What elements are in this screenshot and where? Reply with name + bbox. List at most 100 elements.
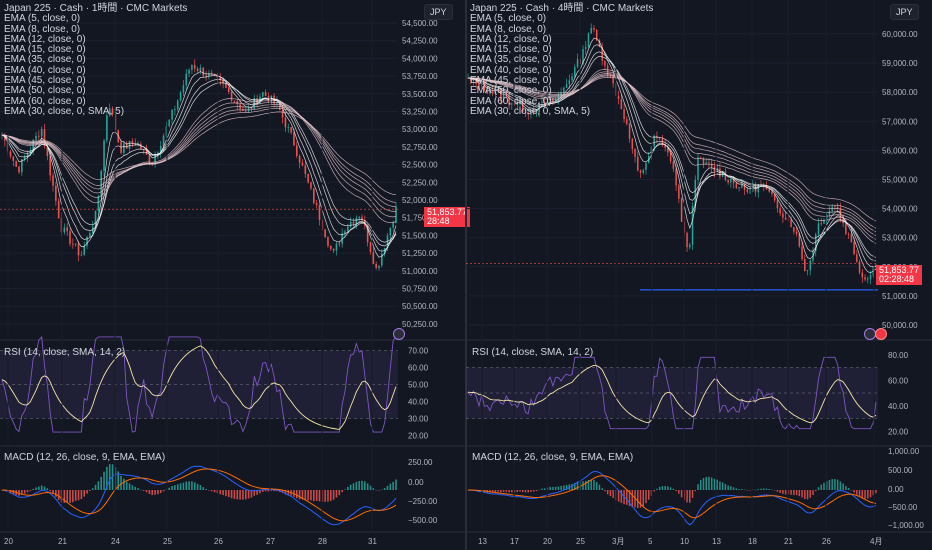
ema-label[interactable]: EMA (50, close, 0) [4, 85, 86, 97]
candle-body [658, 137, 661, 139]
lightning-icon[interactable] [393, 328, 405, 340]
pane-divider[interactable] [465, 0, 467, 550]
candle-body [478, 83, 480, 90]
rsi-title-4h[interactable]: RSI (14, close, SMA, 14, 2) [472, 347, 594, 358]
macd-histogram-bar [743, 489, 746, 491]
candle-body [100, 170, 103, 197]
candle-body [691, 205, 694, 245]
ema-label[interactable]: EMA (60, close, 0) [470, 95, 552, 107]
macd-histogram-bar [140, 489, 142, 491]
ema-line [467, 71, 877, 240]
candle-body [361, 216, 363, 221]
macd-histogram-bar [713, 478, 716, 490]
candle-body [571, 76, 573, 81]
candle-body [38, 135, 40, 137]
macd-histogram-bar [524, 490, 527, 493]
candle-body [568, 80, 571, 85]
chart-panel-4h[interactable]: 60,000.00 59,000.00 58,000.00 57,000.00 56,0… [466, 0, 932, 550]
price-tick-label: 52,750.00 [402, 143, 438, 152]
macd-histogram-bar [765, 488, 768, 490]
chart-title-1h[interactable]: Japan 225 · Cash · 1時間 · CMC Markets [4, 3, 188, 14]
ema-label[interactable]: EMA (15, close, 0) [4, 44, 86, 56]
chart-title-4h[interactable]: Japan 225 · Cash · 4時間 · CMC Markets [470, 3, 654, 14]
ema-label[interactable]: EMA (40, close, 0) [470, 64, 552, 76]
candle-body [834, 206, 836, 208]
candle-body [179, 92, 182, 101]
currency-button-1h[interactable]: JPY [424, 4, 453, 20]
candle-body [612, 75, 614, 84]
candle-body [80, 254, 83, 256]
candle-body [680, 198, 683, 222]
ema-label[interactable]: EMA (30, close, 0, SMA, 5) [4, 105, 125, 117]
macd-histogram-bar [790, 490, 792, 495]
macd-histogram-bar [335, 490, 338, 498]
ema-label[interactable]: EMA (30, close, 0, SMA, 5) [470, 105, 591, 117]
ema-label[interactable]: EMA (45, close, 0) [470, 75, 552, 87]
rsi-title-1h[interactable]: RSI (14, close, SMA, 14, 2) [4, 347, 126, 358]
ema-label[interactable]: EMA (8, close, 0) [4, 23, 81, 35]
macd-histogram-bar [259, 490, 261, 494]
time-label: 18 [748, 537, 757, 546]
rsi-tick-label: 20.00 [888, 427, 909, 436]
macd-histogram-bar [628, 490, 631, 507]
ema-label[interactable]: EMA (5, close, 0) [4, 13, 81, 25]
ema-label[interactable]: EMA (50, close, 0) [470, 85, 552, 97]
ema-label[interactable]: EMA (8, close, 0) [470, 23, 547, 35]
ema-label[interactable]: EMA (5, close, 0) [470, 13, 547, 25]
macd-histogram-bar [489, 490, 491, 493]
ema-label[interactable]: EMA (15, close, 0) [470, 44, 552, 56]
ema-label[interactable]: EMA (12, close, 0) [470, 33, 552, 45]
macd-histogram-bar [620, 490, 623, 503]
macd-histogram-bar [386, 485, 389, 490]
ema-label[interactable]: EMA (45, close, 0) [4, 75, 86, 87]
currency-button-4h[interactable]: JPY [890, 4, 919, 20]
macd-histogram-bar [861, 490, 864, 499]
macd-histogram-bar [672, 488, 675, 490]
alert-icon[interactable] [875, 328, 887, 340]
macd-histogram-bar [216, 490, 219, 494]
macd-histogram-bar [584, 480, 587, 490]
macd-title-1h[interactable]: MACD (12, 26, close, 9, EMA, EMA) [4, 452, 166, 463]
candle-body [516, 103, 519, 106]
candle-body [196, 68, 199, 71]
macd-histogram-bar [511, 490, 513, 493]
time-label: 3月 [612, 537, 624, 546]
macd-title-4h[interactable]: MACD (12, 26, close, 9, EMA, EMA) [472, 452, 634, 463]
candle-body [106, 115, 108, 141]
macd-histogram-bar [77, 490, 80, 501]
candle-body [312, 188, 315, 203]
macd-histogram-bar [182, 482, 185, 490]
candle-body [159, 146, 162, 153]
macd-histogram-bar [593, 479, 595, 490]
macd-histogram-bar [689, 490, 691, 503]
last-price-4h: 51,853.77 [879, 265, 920, 275]
candle-body [587, 33, 590, 47]
macd-tick-label: −1,000.00 [888, 521, 924, 530]
candle-body [244, 110, 247, 112]
macd-histogram-bar [131, 485, 134, 490]
chart-canvas-1h[interactable]: 54,500.00 54,250.00 54,000.00 53,750.00 53,5… [0, 0, 466, 550]
macd-histogram-bar [727, 485, 729, 490]
candle-body [83, 245, 86, 255]
ema-line [467, 51, 877, 262]
candle-body [86, 236, 88, 246]
candle-body [205, 75, 207, 77]
ema-label[interactable]: EMA (40, close, 0) [4, 64, 86, 76]
price-tick-label: 50,500.00 [402, 302, 438, 311]
ema-label[interactable]: EMA (12, close, 0) [4, 33, 86, 45]
macd-histogram-bar [875, 490, 877, 494]
macd-histogram-bar [267, 490, 270, 492]
macd-histogram-bar [853, 490, 855, 493]
chart-panel-1h[interactable]: 54,500.00 54,250.00 54,000.00 53,750.00 53,5… [0, 0, 471, 550]
candle-body [628, 124, 631, 139]
candle-body [828, 210, 831, 215]
macd-histogram-bar [749, 490, 751, 491]
candle-body [134, 143, 137, 145]
macd-histogram-bar [647, 490, 650, 500]
ema-label[interactable]: EMA (35, close, 0) [470, 54, 552, 66]
ema-label[interactable]: EMA (35, close, 0) [4, 54, 86, 66]
candle-body [310, 182, 312, 189]
ema-label[interactable]: EMA (60, close, 0) [4, 95, 86, 107]
candle-body [233, 100, 236, 102]
candle-body [12, 156, 15, 161]
